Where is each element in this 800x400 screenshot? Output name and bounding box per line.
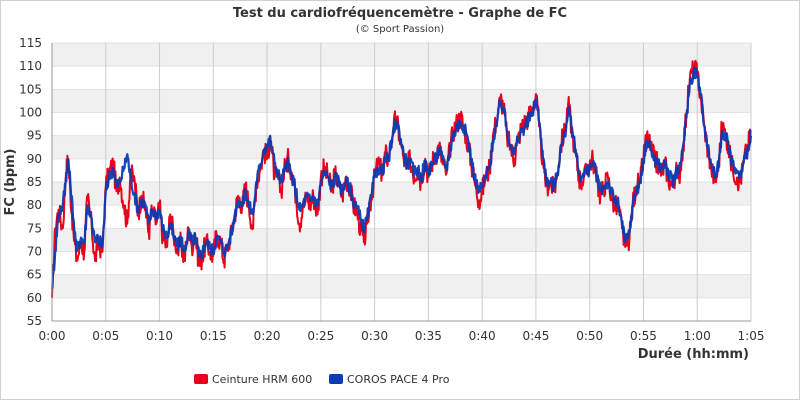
y-tick-label: 75 (27, 221, 42, 235)
x-tick-label: 0:00 (39, 329, 66, 343)
plot-band (52, 89, 751, 113)
plot-band (52, 43, 751, 67)
plot-band (52, 182, 751, 206)
plot-band (52, 112, 751, 136)
x-tick-label: 1:00 (684, 329, 711, 343)
plot-band (52, 251, 751, 275)
x-tick-label: 0:50 (576, 329, 603, 343)
y-tick-label: 115 (19, 36, 42, 50)
plot-band (52, 297, 751, 321)
x-tick-label: 0:20 (254, 329, 281, 343)
y-tick-label: 60 (27, 291, 42, 305)
y-tick-labels: 55 60 65 70 75 80 85 90 95 100 105 110 115 (19, 36, 42, 328)
series-layer (51, 59, 752, 298)
y-tick-label: 95 (27, 129, 42, 143)
legend-swatch-coros (329, 374, 343, 384)
plot-band (52, 274, 751, 298)
x-tick-label: 1:05 (738, 329, 765, 343)
plot-band (52, 228, 751, 252)
plot-background (52, 43, 751, 321)
x-tick-label: 0:55 (630, 329, 657, 343)
y-tick-label: 105 (19, 82, 42, 96)
x-tick-label: 0:10 (146, 329, 173, 343)
plot-band (52, 205, 751, 229)
y-tick-label: 80 (27, 198, 42, 212)
plot-band (52, 158, 751, 182)
x-tick-label: 0:25 (307, 329, 334, 343)
y-axis-title: FC (bpm) (3, 149, 18, 216)
legend: Ceinture HRM 600 COROS PACE 4 Pro (194, 373, 450, 386)
grid-lines (51, 42, 752, 322)
x-axis-title: Durée (hh:mm) (638, 347, 749, 362)
x-tick-label: 0:45 (522, 329, 549, 343)
chart-title: Test du cardiofréquencemètre - Graphe de… (233, 6, 567, 21)
legend-swatch-hrm600 (194, 374, 208, 384)
y-tick-label: 85 (27, 175, 42, 189)
y-tick-label: 100 (19, 106, 42, 120)
y-tick-label: 90 (27, 152, 42, 166)
x-tick-label: 0:40 (469, 329, 496, 343)
x-tick-label: 0:35 (415, 329, 442, 343)
y-tick-label: 110 (19, 59, 42, 73)
x-tick-label: 0:05 (92, 329, 119, 343)
legend-label-hrm600: Ceinture HRM 600 (212, 373, 312, 386)
y-tick-label: 65 (27, 268, 42, 282)
series-line-coros (51, 66, 752, 290)
legend-item-hrm600: Ceinture HRM 600 (194, 373, 312, 386)
plot-band (52, 66, 751, 90)
y-tick-label: 70 (27, 245, 42, 259)
chart-subtitle: (© Sport Passion) (356, 24, 444, 35)
legend-item-coros: COROS PACE 4 Pro (329, 373, 450, 386)
y-tick-label: 55 (27, 314, 42, 328)
x-tick-labels: 0:00 0:05 0:10 0:15 0:20 0:25 0:30 0:35 0:40 0:45… (39, 329, 765, 343)
legend-label-coros: COROS PACE 4 Pro (347, 373, 450, 386)
x-tick-label: 0:15 (200, 329, 227, 343)
x-tick-label: 0:30 (361, 329, 388, 343)
axes (51, 43, 751, 322)
